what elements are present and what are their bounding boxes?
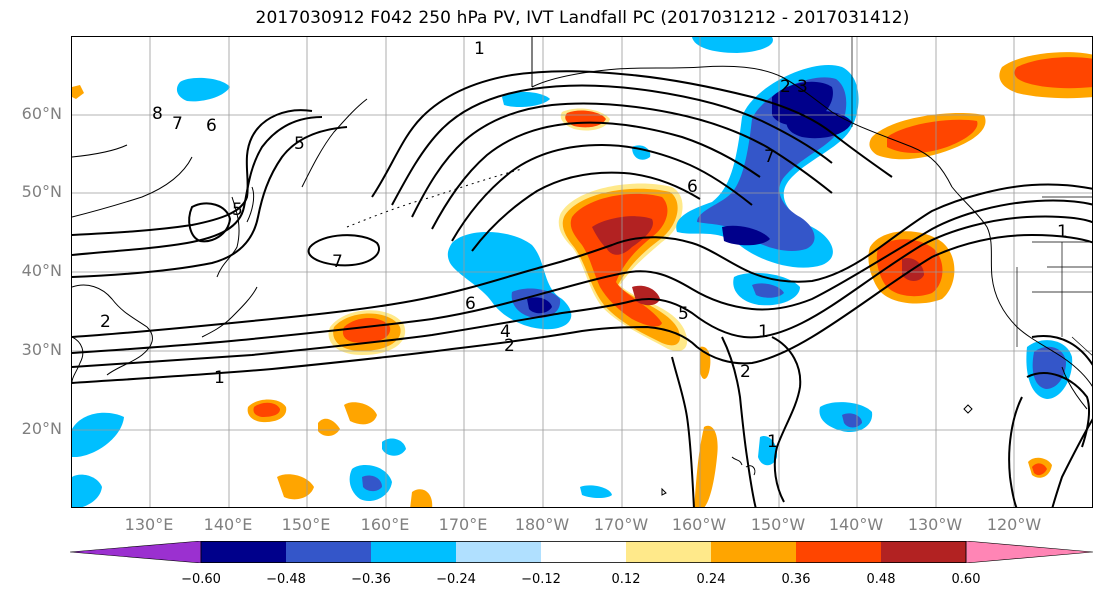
colorbar-bin — [201, 541, 286, 563]
contour-label: 1 — [214, 368, 225, 388]
positive-anomaly-fields — [72, 52, 1092, 507]
lat-label-30n: 30°N — [21, 340, 62, 359]
contour-label: 7 — [332, 252, 343, 272]
colorbar-tick: 0.12 — [611, 572, 641, 587]
colorbar-bin — [711, 541, 796, 563]
lon-label-160e: 160°E — [360, 515, 410, 534]
colorbar-tick: 0.60 — [951, 572, 981, 587]
colorbar-bin — [796, 541, 881, 563]
colorbar-tick: 0.36 — [781, 572, 811, 587]
contour-labels: 1 8 7 6 5 7 6 4 2 1 2 6 7 2 3 1 2 1 5 5 … — [100, 39, 1068, 452]
lon-label-150w: 150°W — [750, 515, 806, 534]
pv-contours — [72, 70, 1092, 507]
contour-label: 2 — [100, 312, 111, 332]
contour-label: 5 — [232, 200, 243, 220]
contour-label: 7 — [172, 114, 183, 134]
lon-label-170w: 170°W — [593, 515, 649, 534]
lon-label-160w: 160°W — [671, 515, 727, 534]
lat-label-20n: 20°N — [21, 419, 62, 438]
lon-label-180w: 180°W — [514, 515, 570, 534]
contour-label: 1 — [474, 39, 485, 59]
colorbar-bin — [541, 541, 626, 563]
colorbar-tick: −0.12 — [521, 572, 561, 587]
lon-label-130w: 130°W — [907, 515, 963, 534]
lon-label-140w: 140°W — [828, 515, 884, 534]
contour-label: 4 — [500, 322, 511, 342]
colorbar-extend-max — [965, 541, 1094, 563]
contour-label: 2 — [504, 336, 515, 356]
contour-label: 5 — [294, 134, 305, 154]
colorbar-tick: −0.60 — [181, 572, 221, 587]
contour-label: 5 — [678, 304, 689, 324]
coastlines — [72, 37, 1092, 496]
contour-label: 3 — [797, 77, 808, 97]
lon-label-130e: 130°E — [124, 515, 174, 534]
colorbar — [70, 541, 1094, 563]
map-panel[interactable]: 1 8 7 6 5 7 6 4 2 1 2 6 7 2 3 1 2 1 5 5 … — [71, 36, 1093, 508]
colorbar-tick: −0.48 — [266, 572, 306, 587]
lon-label-140e: 140°E — [203, 515, 253, 534]
colorbar-bin — [371, 541, 456, 563]
lon-label-170e: 170°E — [438, 515, 488, 534]
map-title: 2017030912 F042 250 hPa PV, IVT Landfall… — [255, 8, 910, 28]
map-canvas: 1 8 7 6 5 7 6 4 2 1 2 6 7 2 3 1 2 1 5 5 … — [72, 37, 1092, 507]
contour-label: 6 — [206, 116, 217, 136]
lon-label-150e: 150°E — [281, 515, 331, 534]
lat-label-40n: 40°N — [21, 261, 62, 280]
colorbar-tick: −0.36 — [351, 572, 391, 587]
lat-label-60n: 60°N — [21, 104, 62, 123]
contour-label: 1 — [758, 322, 769, 342]
contour-label: 6 — [687, 177, 698, 197]
colorbar-extend-min — [70, 541, 202, 563]
contour-label: 1 — [1057, 222, 1068, 242]
colorbar-bin — [286, 541, 371, 563]
colorbar-bin — [881, 541, 966, 563]
contour-label: 1 — [767, 432, 778, 452]
contour-label: 2 — [740, 362, 751, 382]
colorbar-bin — [626, 541, 711, 563]
colorbar-tick: −0.24 — [436, 572, 476, 587]
colorbar-tick: 0.48 — [866, 572, 896, 587]
colorbar-tick: 0.24 — [696, 572, 726, 587]
contour-label: 8 — [152, 104, 163, 124]
colorbar-bin — [456, 541, 541, 563]
contour-label: 2 — [780, 77, 791, 97]
contour-label: 7 — [764, 147, 775, 167]
lon-label-120w: 120°W — [986, 515, 1042, 534]
lat-label-50n: 50°N — [21, 182, 62, 201]
contour-label: 6 — [465, 294, 476, 314]
